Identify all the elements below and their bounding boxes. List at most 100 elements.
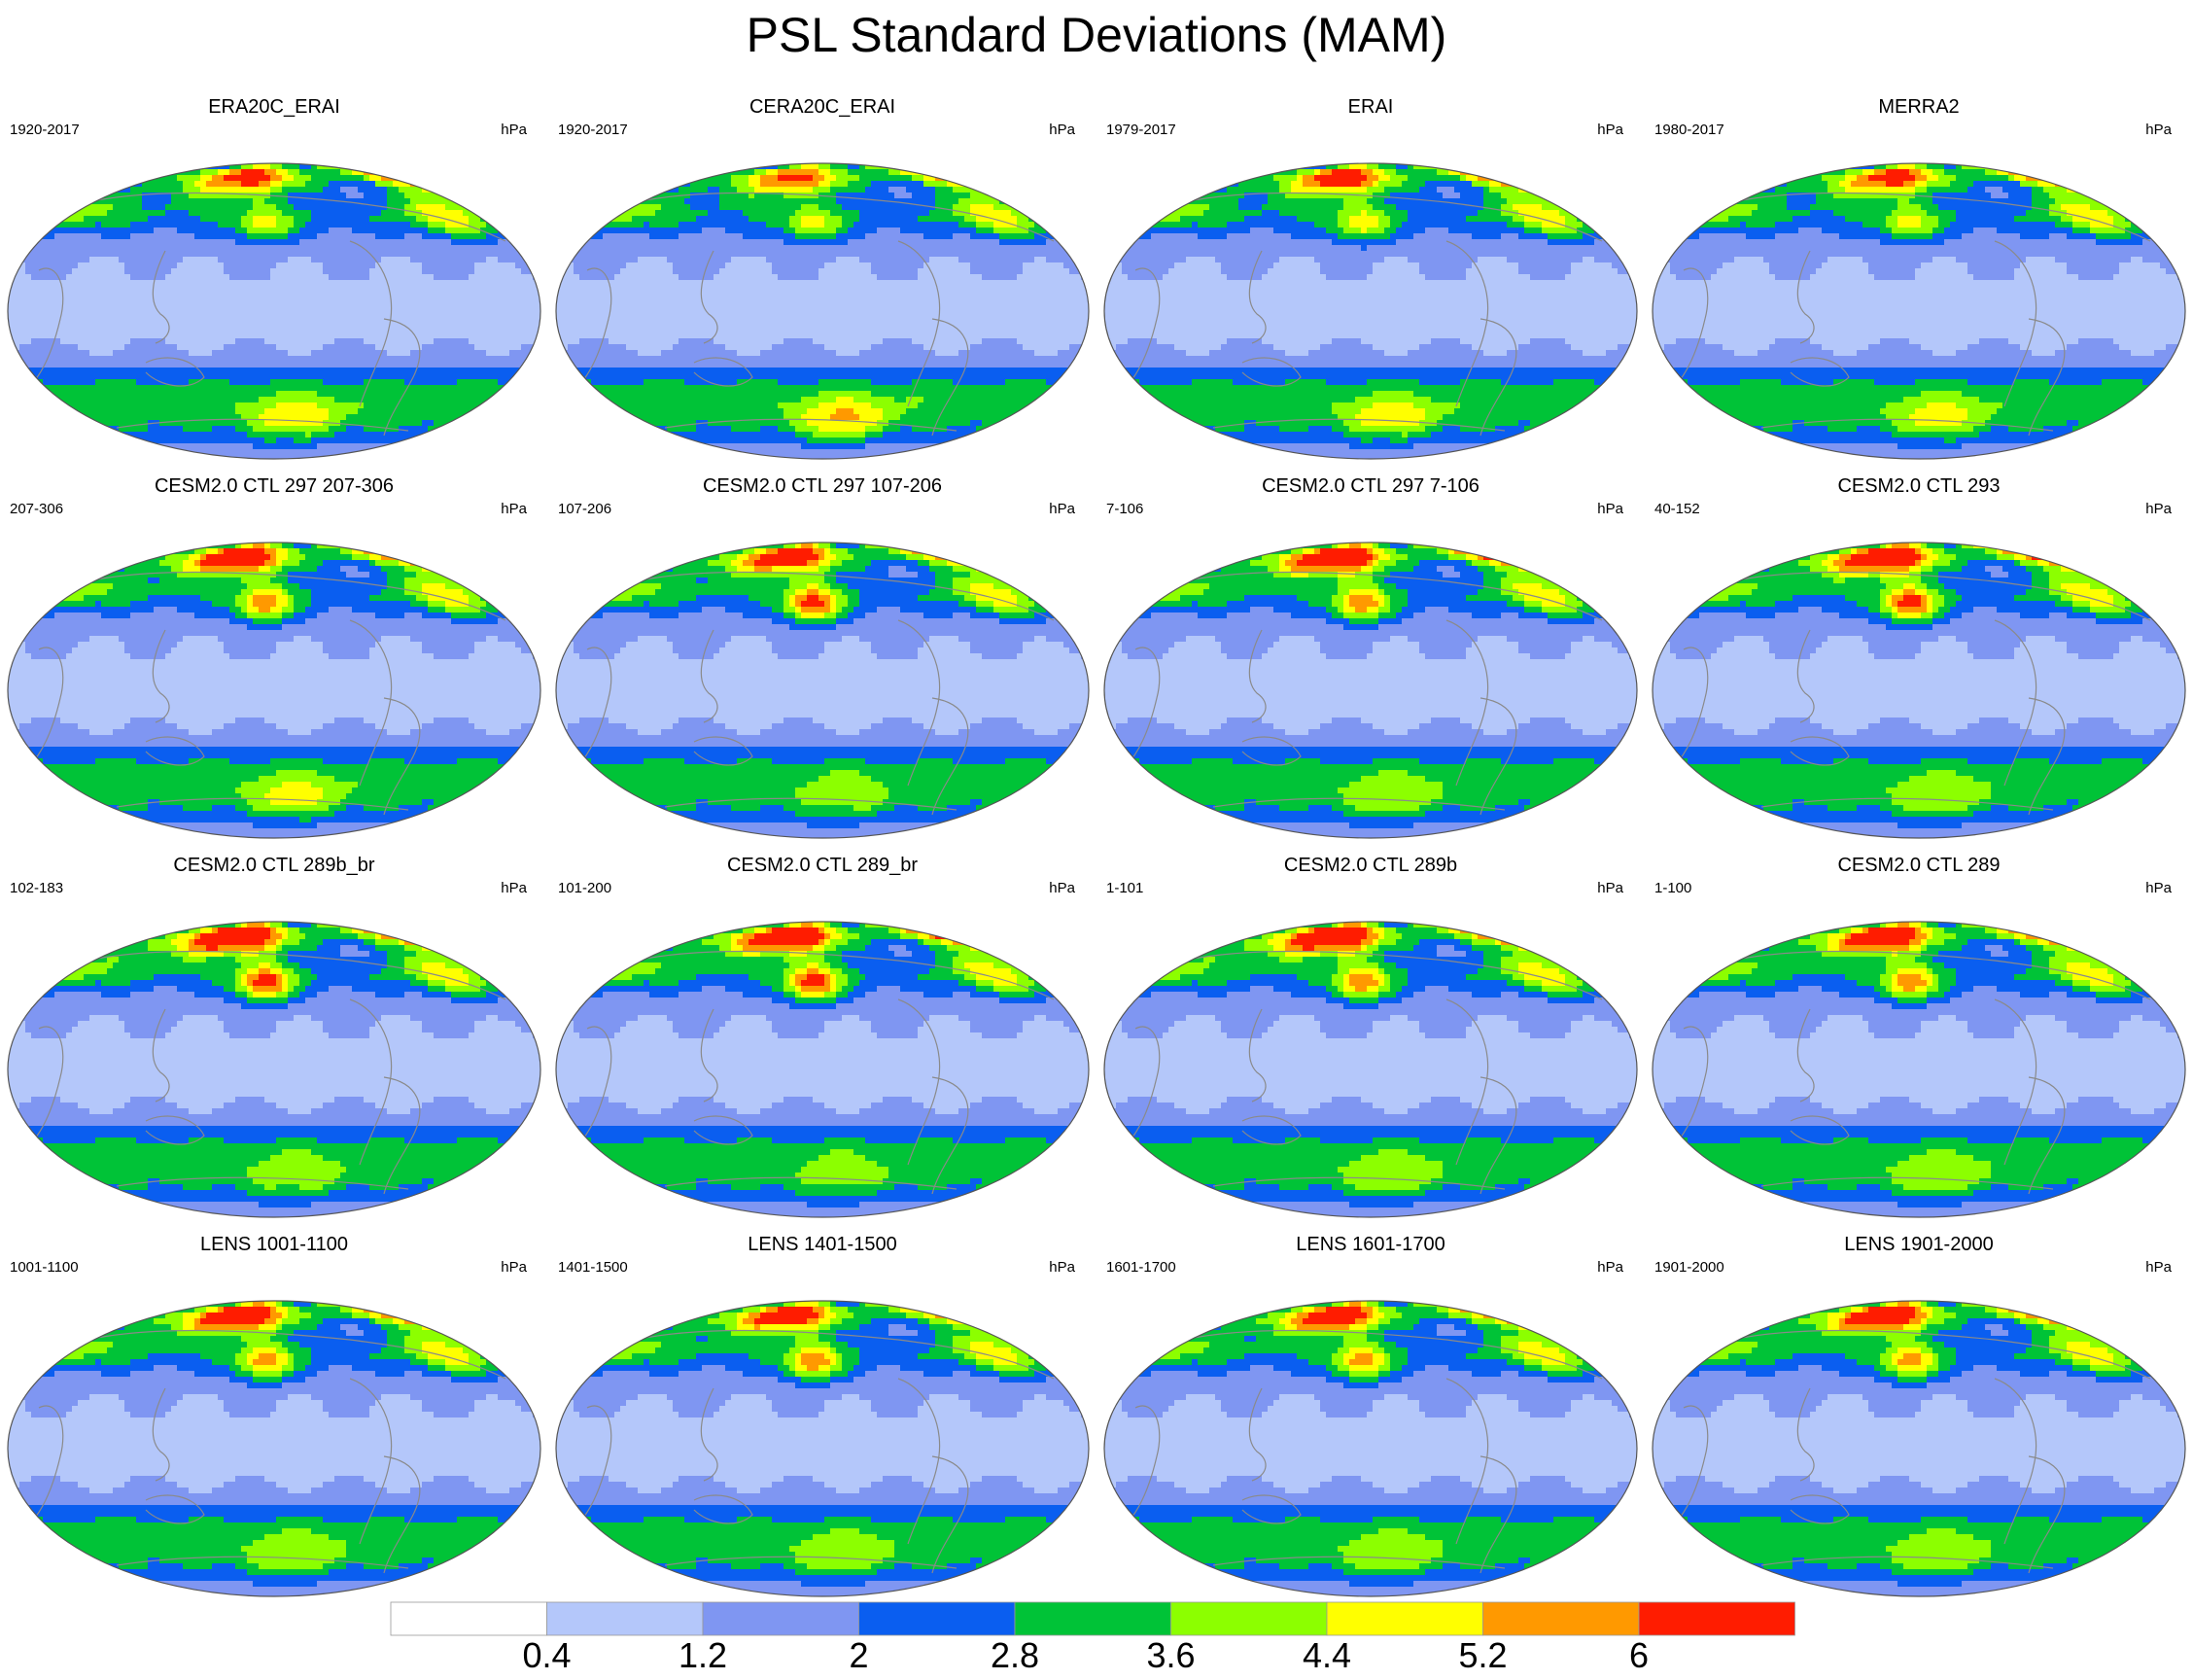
land-outlines <box>28 192 506 437</box>
panel-unit: hPa <box>1597 880 1623 896</box>
map-panel: MERRA2 1980-2017 hPa <box>1645 95 2193 474</box>
panel-unit: hPa <box>2145 122 2172 138</box>
panel-title: CESM2.0 CTL 297 207-306 <box>154 475 395 497</box>
map-globe <box>555 921 1090 1218</box>
panel-year-range: 1979-2017 <box>1106 122 1176 138</box>
map-outline <box>1103 542 1638 839</box>
panel-year-range: 1-101 <box>1106 880 1144 896</box>
map-outline <box>555 542 1090 839</box>
panel-unit: hPa <box>1049 880 1075 896</box>
land-outlines <box>576 1329 1055 1574</box>
panel-unit: hPa <box>2145 1259 2172 1276</box>
panel-title: CESM2.0 CTL 289b <box>1283 855 1458 876</box>
map-panel: LENS 1601-1700 1601-1700 hPa <box>1096 1233 1645 1612</box>
panel-title: CESM2.0 CTL 289_br <box>726 855 918 876</box>
panel-year-range: 1401-1500 <box>558 1259 628 1276</box>
map-outline <box>1103 162 1638 460</box>
map-globe <box>7 542 541 839</box>
land-outlines <box>1125 950 1603 1195</box>
panel-unit: hPa <box>2145 880 2172 896</box>
panel-year-range: 1980-2017 <box>1654 122 1724 138</box>
land-outlines <box>1125 192 1603 437</box>
panel-year-range: 1-100 <box>1654 880 1692 896</box>
panel-unit: hPa <box>1049 501 1075 517</box>
map-outline <box>1652 162 2186 460</box>
land-outlines <box>1673 571 2151 816</box>
map-globe <box>1103 1300 1638 1597</box>
land-outlines <box>28 950 506 1195</box>
map-panel: CESM2.0 CTL 297 7-106 7-106 hPa <box>1096 474 1645 854</box>
panel-unit: hPa <box>501 501 527 517</box>
map-outline <box>1652 1300 2186 1597</box>
map-globe <box>1103 542 1638 839</box>
panel-unit: hPa <box>1597 501 1623 517</box>
panel-unit: hPa <box>1049 1259 1075 1276</box>
panel-unit: hPa <box>501 122 527 138</box>
panel-title: CERA20C_ERAI <box>748 96 896 118</box>
map-outline <box>1652 542 2186 839</box>
panel-year-range: 1001-1100 <box>10 1259 79 1276</box>
panel-title: MERRA2 <box>1878 96 1960 118</box>
map-globe <box>555 542 1090 839</box>
panel-year-range: 1601-1700 <box>1106 1259 1176 1276</box>
map-outline <box>7 1300 541 1597</box>
panel-year-range: 207-306 <box>10 501 64 517</box>
panel-title: LENS 1901-2000 <box>1844 1234 1994 1255</box>
map-panel: CESM2.0 CTL 289 1-100 hPa <box>1645 854 2193 1233</box>
map-panel: ERA20C_ERAI 1920-2017 hPa <box>0 95 548 474</box>
panel-title: CESM2.0 CTL 293 <box>1837 475 2001 497</box>
map-globe <box>555 162 1090 460</box>
panel-year-range: 1920-2017 <box>10 122 80 138</box>
map-globe <box>7 1300 541 1597</box>
panel-title: CESM2.0 CTL 297 107-206 <box>702 475 943 497</box>
panel-year-range: 102-183 <box>10 880 64 896</box>
map-outline <box>7 921 541 1218</box>
land-outlines <box>28 1329 506 1574</box>
map-panel: CESM2.0 CTL 289b_br 102-183 hPa <box>0 854 548 1233</box>
land-outlines <box>576 950 1055 1195</box>
map-outline <box>555 921 1090 1218</box>
panel-unit: hPa <box>1049 122 1075 138</box>
panel-title: LENS 1001-1100 <box>200 1234 348 1255</box>
land-outlines <box>1673 1329 2151 1574</box>
map-outline <box>555 162 1090 460</box>
map-globe <box>1103 921 1638 1218</box>
panel-title: CESM2.0 CTL 289b_br <box>173 855 375 876</box>
panel-year-range: 107-206 <box>558 501 612 517</box>
map-outline <box>7 162 541 460</box>
land-outlines <box>1673 950 2151 1195</box>
panel-title: ERAI <box>1347 96 1394 118</box>
panel-year-range: 1920-2017 <box>558 122 628 138</box>
map-outline <box>555 1300 1090 1597</box>
panel-title: LENS 1401-1500 <box>748 1234 897 1255</box>
land-outlines <box>1673 192 2151 437</box>
map-globe <box>1652 542 2186 839</box>
map-panel: CESM2.0 CTL 289_br 101-200 hPa <box>548 854 1096 1233</box>
panel-unit: hPa <box>1597 1259 1623 1276</box>
panel-title: ERA20C_ERAI <box>208 96 340 118</box>
map-panel: LENS 1901-2000 1901-2000 hPa <box>1645 1233 2193 1612</box>
map-globe <box>1103 162 1638 460</box>
land-outlines <box>1125 571 1603 816</box>
panel-year-range: 1901-2000 <box>1654 1259 1724 1276</box>
map-panel: LENS 1001-1100 1001-1100 hPa <box>0 1233 548 1612</box>
map-panel: CESM2.0 CTL 297 107-206 107-206 hPa <box>548 474 1096 854</box>
map-panel: CERA20C_ERAI 1920-2017 hPa <box>548 95 1096 474</box>
map-outline <box>1103 921 1638 1218</box>
map-globe <box>7 162 541 460</box>
panel-title: LENS 1601-1700 <box>1296 1234 1445 1255</box>
land-outlines <box>1125 1329 1603 1574</box>
panel-title: CESM2.0 CTL 289 <box>1837 855 2001 876</box>
map-globe <box>555 1300 1090 1597</box>
panel-year-range: 40-152 <box>1654 501 1700 517</box>
figure-title: PSL Standard Deviations (MAM) <box>746 8 1447 62</box>
map-panel: ERAI 1979-2017 hPa <box>1096 95 1645 474</box>
map-globe <box>1652 1300 2186 1597</box>
map-panel: LENS 1401-1500 1401-1500 hPa <box>548 1233 1096 1612</box>
map-panel: CESM2.0 CTL 289b 1-101 hPa <box>1096 854 1645 1233</box>
land-outlines <box>28 571 506 816</box>
panel-year-range: 7-106 <box>1106 501 1144 517</box>
panel-year-range: 101-200 <box>558 880 612 896</box>
map-globe <box>1652 162 2186 460</box>
